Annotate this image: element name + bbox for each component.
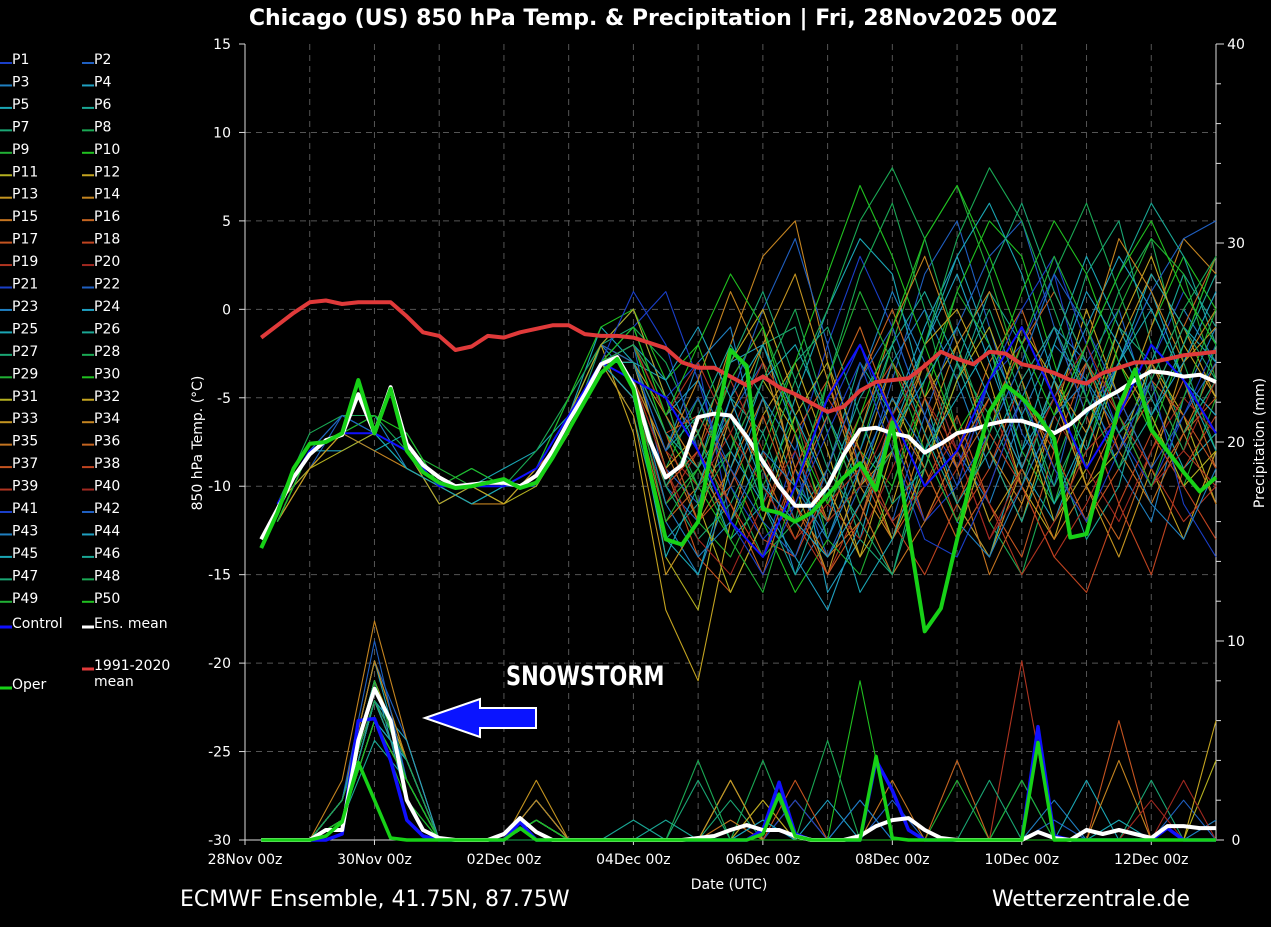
legend-label-ens-mean: Ens. mean (94, 616, 168, 632)
y2-axis-label: Precipitation (mm) (1252, 378, 1268, 508)
legend-label-p15: P15 (12, 209, 38, 225)
legend-label-p8: P8 (94, 119, 111, 135)
legend-label-p30: P30 (94, 366, 120, 382)
y-tick-label: -5 (217, 391, 231, 407)
oper-temp-line (259, 348, 1218, 634)
legend-label-p13: P13 (12, 187, 38, 203)
y-tick-label: -10 (208, 479, 231, 495)
legend-label-p20: P20 (94, 254, 120, 270)
legend-label-p43: P43 (12, 523, 38, 539)
legend-label-p22: P22 (94, 277, 120, 293)
legend-label-p33: P33 (12, 411, 38, 427)
member-temp-line-p25 (276, 202, 1217, 576)
legend-label-p14: P14 (94, 187, 120, 203)
y-tick-label: 5 (222, 214, 231, 230)
legend-label-p49: P49 (12, 591, 38, 607)
legend-label-p46: P46 (94, 546, 120, 562)
arrow-left-icon (421, 697, 537, 739)
climate-mean-temp-line (259, 298, 1217, 414)
legend-label-p5: P5 (12, 97, 29, 113)
legend-label-control: Control (12, 616, 63, 632)
legend-label-p10: P10 (94, 142, 120, 158)
footer-left: ECMWF Ensemble, 41.75N, 87.75W (180, 887, 570, 912)
legend-label-climate: 1991-2020 mean (94, 658, 170, 690)
y2-tick-label: 40 (1227, 37, 1245, 53)
legend-label-p27: P27 (12, 344, 38, 360)
legend-label-p29: P29 (12, 366, 38, 382)
legend-label-p11: P11 (12, 164, 38, 180)
legend-label-p31: P31 (12, 389, 38, 405)
x-tick-label: 12Dec 00z (1114, 852, 1189, 868)
oper-precip-line (261, 740, 1216, 842)
legend-label-p44: P44 (94, 523, 120, 539)
legend-label-p19: P19 (12, 254, 38, 270)
ens-mean-temp-line (259, 355, 1217, 541)
legend-label-p41: P41 (12, 501, 38, 517)
y-tick-label: -15 (208, 568, 231, 584)
x-axis-label: Date (UTC) (691, 877, 768, 893)
legend-label-p18: P18 (94, 232, 120, 248)
legend-label-p38: P38 (94, 456, 120, 472)
x-tick-label: 10Dec 00z (985, 852, 1060, 868)
chart-title: Chicago (US) 850 hPa Temp. & Precipitati… (249, 6, 1057, 31)
legend-label-climate-line1: 1991-2020 (94, 658, 170, 674)
legend-label-p34: P34 (94, 411, 120, 427)
x-tick-label: 02Dec 00z (467, 852, 542, 868)
legend-label-p4: P4 (94, 74, 111, 90)
legend-label-p24: P24 (94, 299, 120, 315)
legend: 1991-2020 mean P1 P2 P3 P4 P5 P6 P7 P8 P9 P10 P11 P1… (0, 52, 170, 693)
legend-label-p7: P7 (12, 119, 29, 135)
member-temp-line-p9 (276, 184, 1217, 558)
y-tick-label: 0 (222, 302, 231, 318)
legend-label-p6: P6 (94, 97, 111, 113)
legend-label-p1: P1 (12, 52, 29, 68)
x-tick-label: 30Nov 00z (337, 852, 412, 868)
legend-label-p12: P12 (94, 164, 120, 180)
y-tick-label: -30 (208, 833, 231, 849)
x-tick-label: 06Dec 00z (726, 852, 801, 868)
legend-label-p26: P26 (94, 321, 120, 337)
legend-label-p35: P35 (12, 434, 38, 450)
legend-label-p40: P40 (94, 479, 120, 495)
legend-label-p37: P37 (12, 456, 38, 472)
legend-label-oper: Oper (12, 677, 47, 693)
y-tick-label: -20 (208, 656, 231, 672)
plot-area (259, 167, 1218, 842)
y2-tick-label: 30 (1227, 236, 1245, 252)
legend-label-p36: P36 (94, 434, 120, 450)
x-tick-label: 28Nov 00z (208, 852, 283, 868)
legend-label-p9: P9 (12, 142, 29, 158)
x-tick-label: 08Dec 00z (855, 852, 930, 868)
legend-label-p47: P47 (12, 568, 38, 584)
x-tick-label: 04Dec 00z (596, 852, 671, 868)
legend-label-p16: P16 (94, 209, 120, 225)
y-axis-label: 850 hPa Temp. (°C) (190, 376, 206, 511)
legend-label-p42: P42 (94, 501, 120, 517)
legend-label-p50: P50 (94, 591, 120, 607)
legend-label-p45: P45 (12, 546, 38, 562)
y-tick-label: -25 (208, 745, 231, 761)
legend-label-p21: P21 (12, 277, 38, 293)
y2-tick-label: 20 (1227, 435, 1245, 451)
legend-label-p28: P28 (94, 344, 120, 360)
legend-label-p48: P48 (94, 568, 120, 584)
legend-label-p39: P39 (12, 479, 38, 495)
y2-tick-label: 0 (1232, 833, 1241, 849)
legend-label-p17: P17 (12, 232, 38, 248)
footer-right: Wetterzentrale.de (992, 887, 1190, 912)
legend-label-p32: P32 (94, 389, 120, 405)
snowstorm-annotation: SNOWSTORM (421, 660, 664, 739)
legend-label-climate-line2: mean (94, 674, 134, 690)
annotation-text: SNOWSTORM (506, 660, 664, 691)
legend-label-p3: P3 (12, 74, 29, 90)
y-tick-label: 15 (213, 37, 231, 53)
legend-label-p2: P2 (94, 52, 111, 68)
y2-tick-label: 10 (1227, 634, 1245, 650)
legend-label-p25: P25 (12, 321, 38, 337)
y-tick-label: 10 (213, 125, 231, 141)
legend-label-p23: P23 (12, 299, 38, 315)
